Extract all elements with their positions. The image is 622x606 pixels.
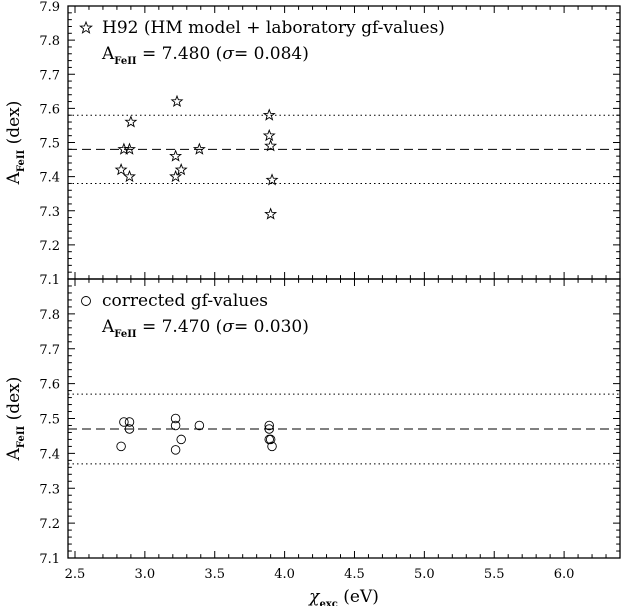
bottom-legend-text: corrected gf-values: [102, 291, 268, 311]
xtick-label: 4.0: [274, 567, 295, 582]
star-point: [192, 142, 206, 155]
top-abundance-text: AFeII = 7.480 (σ= 0.084): [101, 44, 309, 67]
top-y-axis-title: AFeII (dex): [4, 101, 27, 186]
circle-point: [124, 417, 135, 427]
bottom-ytick-label: 7.8: [39, 308, 60, 323]
star-point: [169, 169, 183, 183]
bottom-ytick-label: 7.3: [39, 482, 60, 497]
circle-point: [116, 441, 126, 452]
star-point: [264, 207, 278, 220]
circle-point: [170, 420, 181, 431]
star-point: [262, 128, 276, 142]
bottom-ytick-label: 7.6: [39, 378, 60, 393]
bottom-ytick-label: 7.4: [39, 447, 60, 462]
circle-point: [124, 424, 135, 434]
star-point: [114, 163, 128, 176]
circle-point: [176, 434, 186, 445]
top-legend-text: H92 (HM model + laboratory gf-values): [102, 18, 445, 38]
circle-point: [194, 420, 205, 431]
star-point: [174, 163, 188, 176]
bottom-y-axis-title: AFeII (dex): [4, 377, 27, 462]
xtick-label: 5.0: [414, 567, 435, 582]
top-ytick-label: 7.9: [39, 0, 60, 15]
top-ytick-label: 7.1: [39, 273, 60, 288]
top-ytick-label: 7.3: [39, 205, 60, 220]
xtick-label: 3.5: [204, 567, 225, 582]
xtick-label: 5.5: [484, 567, 505, 582]
xtick-label: 6.0: [554, 567, 575, 582]
circle-point: [267, 441, 277, 452]
star-point: [123, 142, 136, 155]
xtick-label: 3.0: [135, 567, 156, 582]
top-ytick-label: 7.8: [39, 34, 60, 49]
star-point: [124, 115, 138, 128]
xtick-label: 2.5: [65, 567, 86, 582]
bottom-ytick-label: 7.2: [39, 517, 60, 532]
x-axis-title: χexc (eV): [308, 587, 379, 606]
bottom-ytick-label: 7.7: [39, 343, 60, 358]
star-point: [169, 149, 183, 162]
star-point: [123, 169, 136, 183]
star-point: [262, 108, 276, 121]
top-ytick-label: 7.7: [39, 68, 60, 83]
bottom-ytick-label: 7.1: [39, 552, 60, 567]
top-ytick-label: 7.2: [39, 239, 60, 254]
star-point: [170, 94, 184, 108]
circle-point: [170, 445, 181, 455]
bottom-ytick-label: 7.5: [39, 413, 60, 428]
xtick-label: 4.5: [344, 567, 365, 582]
bottom-legend-circle-icon: [81, 296, 91, 306]
star-point: [264, 139, 278, 152]
circle-point: [265, 434, 276, 445]
top-ytick-label: 7.4: [39, 171, 60, 186]
star-point: [117, 142, 131, 155]
top-ytick-label: 7.5: [39, 137, 60, 152]
circle-point: [170, 413, 181, 424]
circle-point: [119, 417, 129, 427]
bottom-abundance-text: AFeII = 7.470 (σ= 0.030): [101, 317, 309, 340]
circle-point: [264, 424, 274, 434]
top-ytick-label: 7.6: [39, 102, 60, 117]
top-legend-star-icon: [79, 20, 93, 34]
star-point: [265, 173, 279, 186]
circle-point: [264, 420, 274, 431]
